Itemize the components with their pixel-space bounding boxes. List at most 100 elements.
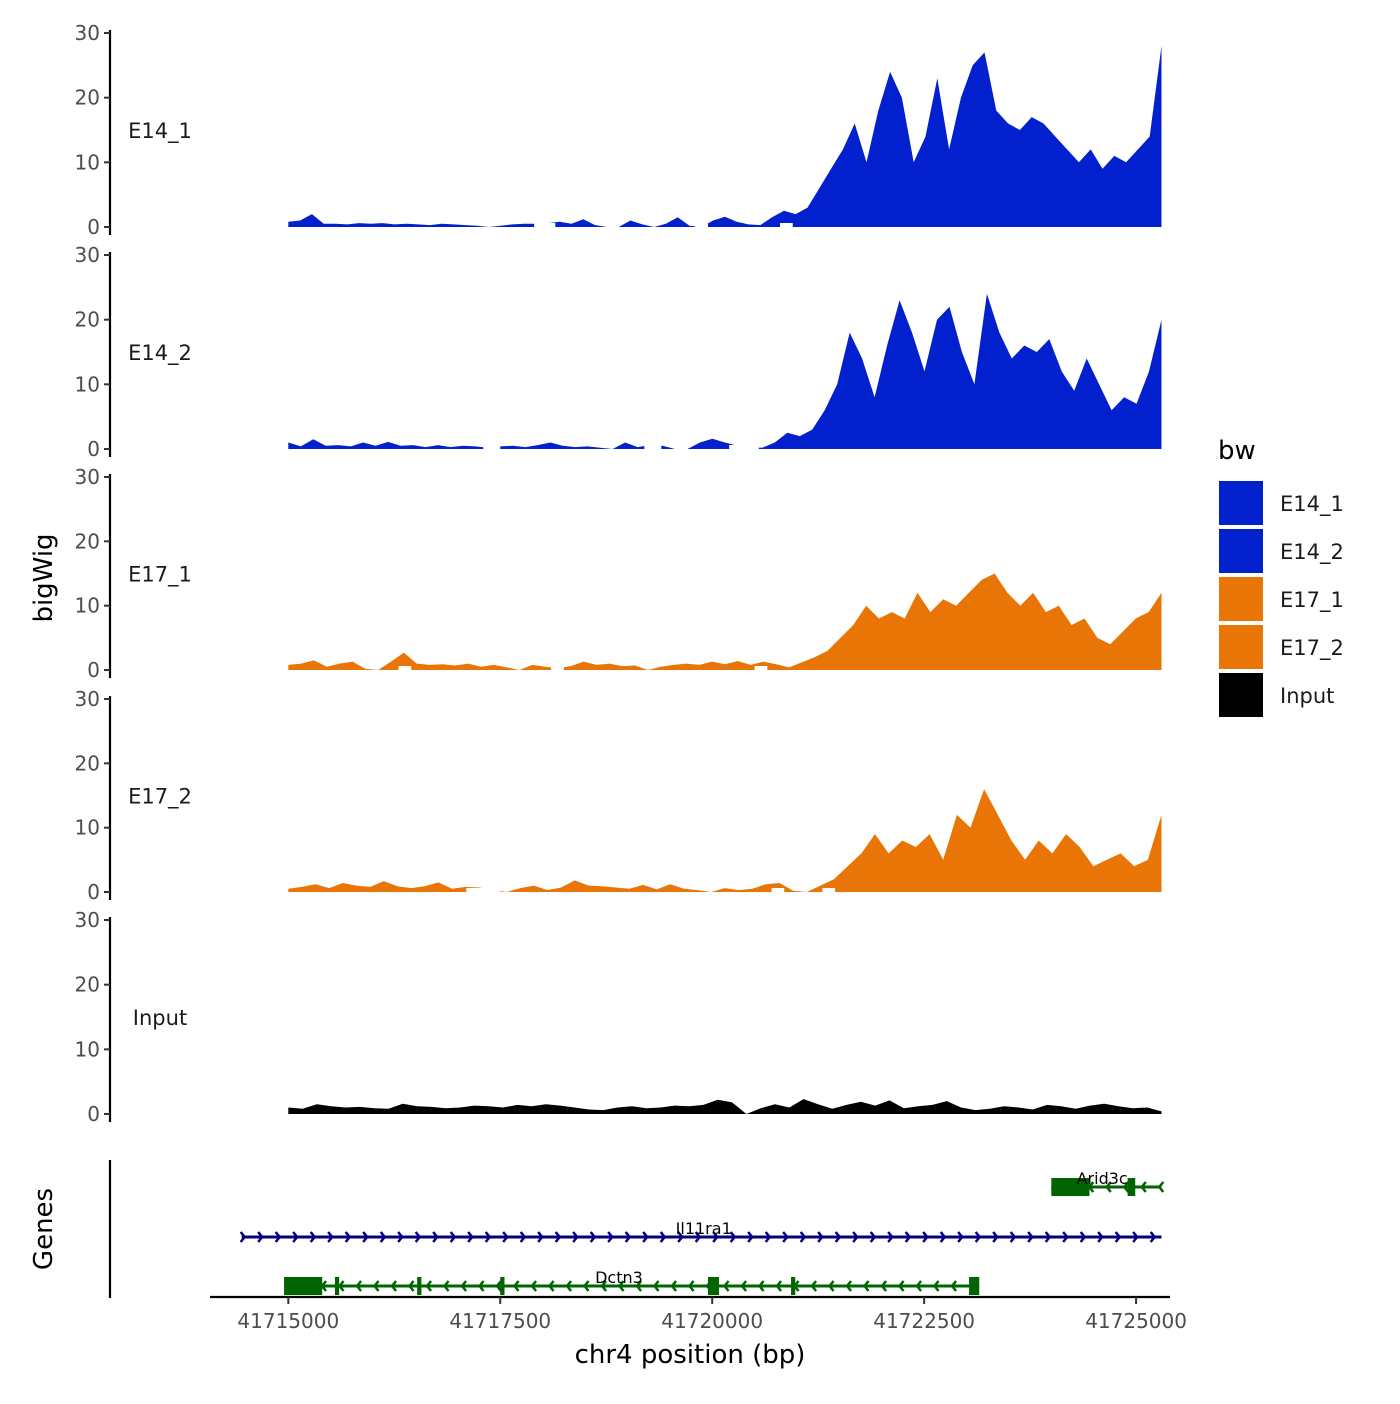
strand-arrow [817, 1231, 824, 1243]
coverage-gap [754, 666, 768, 671]
coverage-gap [534, 223, 556, 228]
strand-arrow [862, 1280, 870, 1292]
legend: bw E14_1 E14_2 E17_1 E17_2 Input [1218, 436, 1344, 717]
x-tick-label: 41720000 [661, 1309, 763, 1333]
strand-arrow [414, 1231, 422, 1243]
strand-arrow [904, 1231, 912, 1243]
y-tick-label: 0 [87, 658, 100, 682]
exon [417, 1277, 422, 1295]
y-tick-label: 30 [75, 687, 100, 711]
y-tick-label: 20 [75, 529, 100, 553]
strand-arrow [309, 1231, 317, 1243]
legend-label: E17_1 [1280, 588, 1344, 613]
track-label: E14_1 [128, 119, 192, 144]
legend-label: E14_1 [1280, 492, 1344, 517]
coverage-gap [695, 223, 708, 228]
strand-arrow [502, 1231, 509, 1243]
strand-arrow [607, 1231, 614, 1243]
strand-arrow [397, 1231, 404, 1243]
gene-arid3c: Arid3c [1051, 1169, 1165, 1196]
strand-arrow [880, 1280, 888, 1292]
strand-arrow [460, 1280, 468, 1292]
track-e17-1: 0 10 20 30 E17_1 [75, 465, 1162, 682]
strand-arrow [362, 1231, 369, 1243]
strand-arrow [834, 1231, 842, 1243]
strand-arrow [897, 1280, 905, 1292]
strand-arrow [939, 1231, 947, 1243]
track-label: Input [133, 1006, 187, 1030]
legend-key-e14-2 [1219, 529, 1263, 573]
coverage-gap [729, 445, 759, 450]
exon [500, 1277, 505, 1295]
track-input: 0 10 20 30 Input [75, 908, 1162, 1126]
x-axis: 41715000 41717500 41720000 41722500 41725000 [210, 1295, 1187, 1333]
strand-arrow [1114, 1231, 1122, 1243]
strand-arrow [390, 1280, 398, 1292]
strand-arrow [974, 1231, 982, 1243]
exon [707, 1277, 719, 1295]
strand-arrow [1140, 1181, 1147, 1193]
strand-arrow [582, 1280, 590, 1292]
strand-arrow [1027, 1231, 1034, 1243]
strand-arrow [932, 1280, 940, 1292]
strand-arrow [467, 1231, 474, 1243]
strand-arrow [407, 1280, 415, 1292]
track-e14-2: 0 10 20 30 E14_2 [75, 243, 1162, 461]
coverage-gap [551, 666, 564, 671]
legend-label: Input [1280, 684, 1334, 708]
strand-arrow [729, 1231, 737, 1243]
exon [284, 1277, 323, 1295]
track-e17-2: 0 10 20 30 E17_2 [75, 687, 1162, 904]
strand-arrow [659, 1231, 667, 1243]
strand-arrow [845, 1280, 853, 1292]
legend-label: E14_2 [1280, 540, 1344, 565]
coverage-gap [398, 666, 412, 671]
strand-arrow [1009, 1231, 1017, 1243]
strand-arrow [617, 1280, 625, 1292]
y-tick-label: 10 [75, 594, 100, 618]
strand-arrow [519, 1231, 527, 1243]
y-tick-label: 30 [75, 243, 100, 267]
strand-arrow [677, 1231, 684, 1243]
strand-arrow [957, 1231, 964, 1243]
strand-arrow [740, 1280, 748, 1292]
legend-key-e17-1 [1219, 577, 1263, 621]
strand-arrow [589, 1231, 597, 1243]
x-tick-label: 41717500 [449, 1309, 551, 1333]
strand-arrow [379, 1231, 387, 1243]
track-label: E14_2 [128, 341, 192, 366]
strand-arrow [572, 1231, 579, 1243]
legend-title: bw [1218, 436, 1256, 466]
strand-arrow [1079, 1231, 1087, 1243]
strand-arrow [442, 1280, 450, 1292]
signal-area [288, 293, 1162, 449]
strand-arrow [484, 1231, 492, 1243]
strand-arrow [554, 1231, 562, 1243]
track-label: E17_2 [128, 785, 192, 810]
exon [969, 1277, 980, 1295]
strand-arrow [799, 1231, 807, 1243]
signal-tracks: 0 10 20 30 E14_1 0 10 20 30 E14_2 0 10 20 30 E17_1 0 10 2… [75, 21, 1162, 1126]
strand-arrow [372, 1280, 380, 1292]
strand-arrow [1097, 1231, 1104, 1243]
y-tick-label: 0 [87, 437, 100, 461]
strand-arrow [1132, 1231, 1139, 1243]
strand-arrow [449, 1231, 457, 1243]
strand-arrow [635, 1280, 643, 1292]
y-tick-label: 30 [75, 465, 100, 489]
strand-arrow [565, 1280, 573, 1292]
strand-arrow [869, 1231, 877, 1243]
strand-arrow [327, 1231, 334, 1243]
strand-arrow [495, 1280, 503, 1292]
gene-label: Arid3c [1077, 1169, 1128, 1188]
gene-label: Il11ra1 [676, 1219, 732, 1238]
y-tick-label: 10 [75, 816, 100, 840]
coverage-gap [644, 445, 662, 450]
strand-arrow [652, 1280, 660, 1292]
strand-arrow [537, 1231, 544, 1243]
track-e14-1: 0 10 20 30 E14_1 [75, 21, 1162, 239]
y-tick-label: 0 [87, 215, 100, 239]
strand-arrow [670, 1280, 678, 1292]
x-axis-title: chr4 position (bp) [575, 1340, 806, 1370]
